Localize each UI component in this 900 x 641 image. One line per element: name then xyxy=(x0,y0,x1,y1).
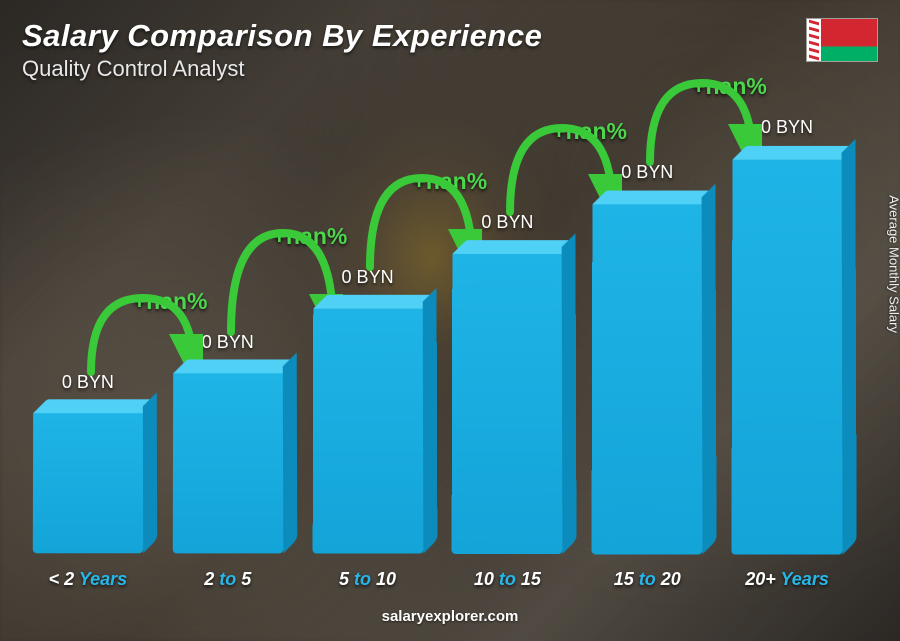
percent-change-label: +nan% xyxy=(133,288,208,315)
x-axis-label: 2 to 5 xyxy=(173,569,283,590)
x-axis-label: 5 to 10 xyxy=(313,569,423,590)
percent-change-label: +nan% xyxy=(692,73,767,100)
bar-group: +nan% 0 BYN xyxy=(452,212,562,553)
chart-subtitle: Quality Control Analyst xyxy=(22,56,806,82)
x-axis-label: < 2 Years xyxy=(33,569,143,590)
chart-container: Salary Comparison By Experience Quality … xyxy=(0,0,900,641)
chart-area: 0 BYN+nan% 0 BYN+nan% 0 BYN+nan% 0 BYN+n… xyxy=(22,90,878,608)
bar-group: +nan% 0 BYN xyxy=(173,332,283,553)
percent-change-label: +nan% xyxy=(412,168,487,195)
bar-value-label: 0 BYN xyxy=(202,332,254,353)
country-flag-icon xyxy=(806,18,878,62)
bar xyxy=(312,295,423,554)
percent-change-label: +nan% xyxy=(552,118,627,145)
bar xyxy=(592,191,703,555)
bar-value-label: 0 BYN xyxy=(761,117,813,138)
footer-attribution: salaryexplorer.com xyxy=(22,608,878,629)
bar-group: 0 BYN xyxy=(33,372,143,553)
chart-title: Salary Comparison By Experience xyxy=(22,18,806,54)
bar-group: +nan% 0 BYN xyxy=(313,267,423,553)
x-axis: < 2 Years 2 to 5 5 to 10 10 to 15 15 to 20 20… xyxy=(32,569,843,590)
bar-value-label: 0 BYN xyxy=(342,267,394,288)
bar-value-label: 0 BYN xyxy=(481,212,533,233)
bars-row: 0 BYN+nan% 0 BYN+nan% 0 BYN+nan% 0 BYN+n… xyxy=(32,90,843,553)
x-axis-label: 10 to 15 xyxy=(452,569,562,590)
percent-change-label: +nan% xyxy=(273,223,348,250)
bar xyxy=(452,240,563,554)
bar xyxy=(33,399,143,553)
x-axis-label: 15 to 20 xyxy=(592,569,702,590)
x-axis-label: 20+ Years xyxy=(732,569,842,590)
bar xyxy=(173,359,283,553)
y-axis-label: Average Monthly Salary xyxy=(887,196,900,334)
bar xyxy=(732,146,843,555)
bar-group: +nan% 0 BYN xyxy=(732,117,842,553)
title-block: Salary Comparison By Experience Quality … xyxy=(22,18,806,82)
bar-value-label: 0 BYN xyxy=(62,372,114,393)
bar-value-label: 0 BYN xyxy=(621,162,673,183)
bar-group: +nan% 0 BYN xyxy=(592,162,702,553)
